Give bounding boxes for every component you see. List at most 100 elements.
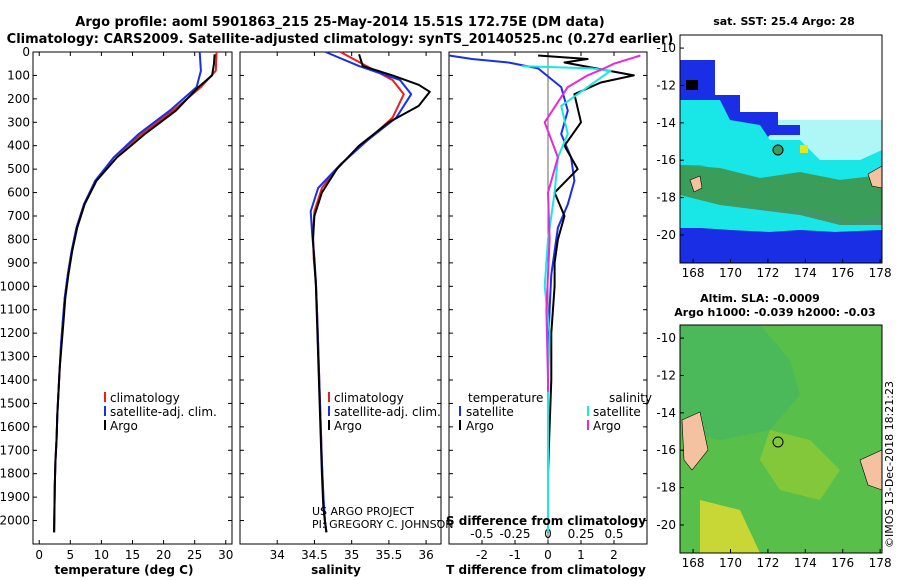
sst-map-frame bbox=[679, 34, 883, 264]
x-tick-label: 25 bbox=[187, 548, 202, 562]
legend-swatch-t-argo bbox=[459, 420, 461, 430]
s-difference-axis-label: S difference from climatology bbox=[446, 514, 646, 528]
x-tick-label: 34.5 bbox=[301, 548, 328, 562]
depth-tick-label: 300 bbox=[7, 115, 30, 129]
sla-map-title-2: Argo h1000: -0.039 h2000: -0.03 bbox=[674, 306, 875, 319]
map-x-tick-label: 170 bbox=[719, 556, 742, 570]
sst-float-marker bbox=[772, 144, 784, 156]
series-line-satellite-adj-clim- bbox=[53, 51, 202, 533]
map-x-tick-label: 178 bbox=[869, 556, 892, 570]
map-x-tick-label: 172 bbox=[756, 266, 779, 280]
x-tick-label: -2 bbox=[476, 548, 488, 562]
map-y-tick-label: -20 bbox=[656, 228, 676, 242]
s-tick-label: 0.25 bbox=[568, 527, 595, 541]
legend-label-satellite-adj: satellite-adj. clim. bbox=[110, 405, 217, 419]
legend-label-argo: Argo bbox=[334, 419, 362, 433]
sla-map: 168 170 172 174 176 178 -10 -12 -14 -16 -18 -20 bbox=[656, 324, 892, 570]
x-tick-label: 34 bbox=[270, 548, 285, 562]
project-credit: US ARGO PROJECT bbox=[312, 505, 414, 518]
legend-swatch-satellite-adj bbox=[328, 406, 330, 416]
depth-tick-label: 1900 bbox=[0, 490, 30, 504]
depth-tick-label: 1400 bbox=[0, 373, 30, 387]
map-x-tick-label: 172 bbox=[756, 556, 779, 570]
map-x-tick-label: 168 bbox=[682, 266, 705, 280]
series-line-t-argo bbox=[538, 54, 635, 533]
x-tick-label: 30 bbox=[218, 548, 233, 562]
depth-tick-label: 1200 bbox=[0, 326, 30, 340]
sla-patch-2 bbox=[760, 430, 840, 500]
x-tick-label: 20 bbox=[156, 548, 171, 562]
title-line-2: Climatology: CARS2009. Satellite-adjuste… bbox=[7, 32, 674, 47]
series-line-argo bbox=[312, 54, 431, 533]
depth-tick-label: 100 bbox=[7, 68, 30, 82]
legend-swatch-argo bbox=[328, 420, 330, 430]
series-line-climatology bbox=[53, 51, 218, 533]
map-y-tick-label: -12 bbox=[656, 368, 676, 382]
axis-ticks: 0100200300400500600700800900100011001200… bbox=[0, 45, 647, 562]
map-x-tick-label: 178 bbox=[869, 266, 892, 280]
legend-swatch-climatology bbox=[328, 392, 330, 402]
depth-tick-label: 200 bbox=[7, 92, 30, 106]
legend-label-t-argo: Argo bbox=[466, 419, 494, 433]
t-difference-axis-label: T difference from climatology bbox=[446, 563, 646, 577]
depth-tick-label: 1700 bbox=[0, 443, 30, 457]
depth-tick-label: 1000 bbox=[0, 279, 30, 293]
temperature-panel-frame bbox=[32, 51, 233, 545]
profile-lines bbox=[53, 51, 641, 533]
legend-swatch-s-argo bbox=[587, 420, 589, 430]
map-x-tick-label: 170 bbox=[719, 266, 742, 280]
map-y-tick-label: -16 bbox=[656, 443, 676, 457]
salinity-legend: climatology satellite-adj. clim. Argo bbox=[328, 391, 441, 433]
map-y-tick-label: -12 bbox=[656, 78, 676, 92]
sla-float-marker bbox=[772, 436, 784, 448]
sst-green-patch bbox=[680, 165, 882, 222]
imos-credit: ©IMOS 13-Dec-2018 18:21:23 bbox=[883, 381, 896, 548]
x-tick-label: 35 bbox=[344, 548, 359, 562]
series-line-t-satellite bbox=[448, 54, 576, 533]
x-tick-label: -1 bbox=[509, 548, 521, 562]
sst-map-title: sat. SST: 25.4 Argo: 28 bbox=[713, 15, 855, 28]
legend-title-temperature: temperature bbox=[468, 391, 543, 405]
x-tick-label: 0 bbox=[35, 548, 43, 562]
sla-patch-1 bbox=[680, 325, 800, 440]
depth-tick-label: 1600 bbox=[0, 420, 30, 434]
legend-swatch-argo bbox=[104, 420, 106, 430]
depth-tick-label: 500 bbox=[7, 162, 30, 176]
s-tick-label: -0.25 bbox=[499, 527, 530, 541]
legend-label-s-argo: Argo bbox=[593, 419, 621, 433]
x-tick-label: 35.5 bbox=[376, 548, 403, 562]
series-line-s-satellite bbox=[521, 65, 612, 533]
map-x-tick-label: 174 bbox=[794, 266, 817, 280]
map-y-tick-label: -18 bbox=[656, 191, 676, 205]
sst-yellow-pixel bbox=[800, 145, 808, 153]
x-tick-label: 15 bbox=[125, 548, 140, 562]
depth-tick-label: 0 bbox=[22, 45, 30, 59]
sla-island-left bbox=[681, 411, 709, 471]
temperature-legend: climatology satellite-adj. clim. Argo bbox=[104, 391, 217, 433]
map-y-tick-label: -18 bbox=[656, 481, 676, 495]
map-x-tick-label: 174 bbox=[794, 556, 817, 570]
sla-map-frame bbox=[679, 324, 883, 554]
s-tick-label: -0.5 bbox=[470, 527, 493, 541]
legend-label-s-satellite: satellite bbox=[593, 405, 641, 419]
difference-legend: temperature salinity satellite Argo sate… bbox=[459, 391, 652, 433]
legend-label-argo: Argo bbox=[110, 419, 138, 433]
map-x-tick-label: 168 bbox=[682, 556, 705, 570]
map-y-tick-label: -14 bbox=[656, 406, 676, 420]
depth-tick-label: 600 bbox=[7, 186, 30, 200]
legend-swatch-t-satellite bbox=[459, 406, 461, 416]
legend-label-t-satellite: satellite bbox=[466, 405, 514, 419]
sla-map-title-1: Altim. SLA: -0.0009 bbox=[700, 292, 820, 305]
map-y-tick-label: -14 bbox=[656, 116, 676, 130]
x-tick-label: 36 bbox=[418, 548, 433, 562]
depth-tick-label: 800 bbox=[7, 232, 30, 246]
map-y-tick-label: -10 bbox=[656, 331, 676, 345]
sla-patch-yellow bbox=[700, 500, 760, 553]
map-y-tick-label: -10 bbox=[656, 41, 676, 55]
sst-island-left bbox=[689, 175, 703, 193]
salinity-panel-frame bbox=[239, 51, 442, 545]
x-tick-label: 10 bbox=[94, 548, 109, 562]
temperature-axis-label: temperature (deg C) bbox=[55, 563, 194, 577]
map-x-tick-label: 176 bbox=[831, 266, 854, 280]
